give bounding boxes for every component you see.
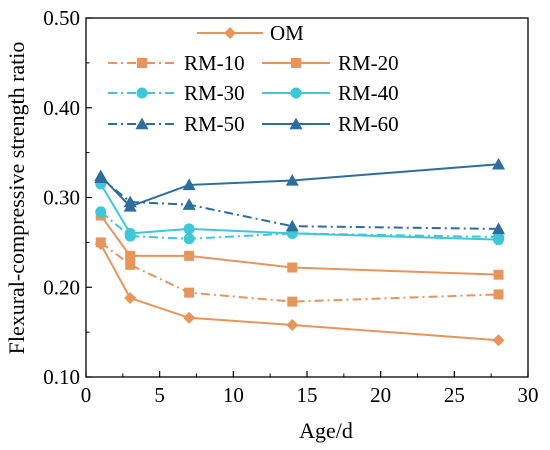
y-axis: 0.10 0.20 0.30 0.40 0.50 [43, 6, 92, 389]
series-om [94, 238, 505, 347]
legend-label: RM-60 [338, 112, 399, 136]
legend-label: RM-20 [338, 51, 399, 75]
legend-marker [224, 27, 236, 39]
legend-label: RM-50 [184, 112, 245, 136]
legend-item-rm-40: RM-40 [262, 81, 399, 105]
legend-marker [289, 117, 303, 130]
legend-marker [291, 58, 301, 68]
data-point [125, 259, 136, 270]
legend-item-rm-60: RM-60 [262, 112, 399, 136]
legend-marker [137, 58, 147, 68]
x-tick-label: 15 [297, 383, 318, 407]
legend-marker [136, 87, 148, 99]
series-line [100, 176, 499, 230]
legend-marker [135, 117, 149, 130]
x-axis: 0 5 10 15 20 25 30 [81, 371, 539, 407]
y-tick-label: 0.20 [43, 275, 80, 299]
series-rm-40 [95, 178, 505, 246]
data-point [123, 199, 137, 212]
series-layer [94, 157, 506, 347]
data-point [124, 227, 136, 239]
legend-item-om: OM [197, 21, 304, 45]
series-rm-20 [95, 210, 504, 280]
data-point [285, 219, 299, 232]
series-line [100, 163, 499, 208]
legend-label: RM-10 [184, 51, 245, 75]
data-point [182, 178, 196, 191]
data-point [493, 289, 504, 300]
data-point [287, 296, 298, 307]
data-point [492, 157, 506, 170]
legend-label: RM-40 [338, 81, 399, 105]
data-point [95, 237, 106, 248]
data-point [182, 198, 196, 210]
x-tick-label: 25 [444, 383, 465, 407]
legend-item-rm-30: RM-30 [108, 81, 245, 105]
y-tick-label: 0.50 [43, 6, 80, 30]
x-tick-label: 5 [154, 383, 165, 407]
series-rm-10 [95, 237, 504, 307]
data-point [184, 287, 195, 298]
data-point [125, 250, 136, 261]
data-point [493, 234, 505, 246]
data-point [183, 311, 196, 324]
y-tick-label: 0.10 [43, 365, 80, 389]
data-point [492, 222, 506, 235]
data-point [184, 250, 195, 261]
legend-item-rm-20: RM-20 [262, 51, 399, 75]
x-tick-label: 20 [370, 383, 391, 407]
series-line [99, 183, 499, 241]
legend: OM RM-10 RM-20 RM-30 RM-40 RM-50 RM-60 [108, 21, 399, 136]
legend-marker [290, 87, 302, 99]
data-point [183, 223, 195, 235]
x-tick-label: 10 [223, 383, 244, 407]
data-point [287, 262, 298, 273]
y-tick-label: 0.30 [43, 186, 80, 210]
legend-item-rm-10: RM-10 [108, 51, 245, 75]
data-point [492, 334, 505, 347]
legend-item-rm-50: RM-50 [108, 112, 245, 136]
data-point [94, 169, 108, 182]
x-axis-title: Age/d [299, 418, 353, 443]
data-point [286, 318, 299, 331]
y-axis-title: Flexural-compressive strength ratio [4, 42, 29, 355]
series-line [99, 214, 499, 276]
data-point [285, 173, 299, 186]
legend-label: OM [270, 21, 304, 45]
data-point [95, 206, 107, 218]
legend-label: RM-30 [184, 81, 245, 105]
series-rm-60 [94, 157, 506, 212]
x-tick-label: 30 [518, 383, 539, 407]
data-point [493, 269, 504, 280]
data-point [124, 292, 137, 305]
series-line [99, 243, 499, 342]
y-tick-label: 0.40 [43, 96, 80, 120]
data-point [183, 233, 195, 245]
x-tick-label: 0 [81, 383, 92, 407]
